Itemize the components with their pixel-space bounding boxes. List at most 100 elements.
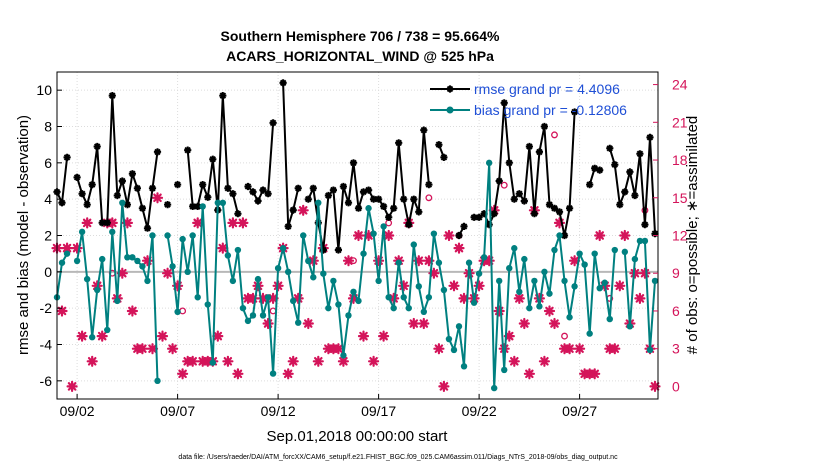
bias-point: [591, 250, 598, 257]
bias-point: [440, 286, 448, 294]
assimilated-count-marker: [96, 330, 108, 342]
bias-point: [194, 294, 201, 301]
rmse-point-core: [190, 204, 195, 209]
bias-point: [335, 301, 342, 308]
rmse-point-core: [220, 93, 225, 98]
y2-tick-label: 12: [672, 228, 688, 244]
rmse-point-core: [150, 186, 155, 191]
rmse-point-core: [100, 220, 105, 225]
bias-point: [430, 230, 438, 237]
assimilated-count-marker: [413, 255, 425, 267]
assimilated-count-marker: [162, 267, 174, 279]
bias-point: [300, 232, 307, 239]
rmse-point-core: [457, 233, 462, 238]
bias-point: [631, 255, 639, 263]
assimilated-count-marker: [151, 192, 164, 204]
bias-point: [330, 277, 337, 285]
rmse-point-core: [80, 191, 85, 196]
assimilated-count-marker: [448, 280, 460, 292]
bias-point: [445, 335, 453, 343]
rmse-point-core: [185, 148, 190, 153]
bias-point: [269, 370, 277, 377]
rmse-point-core: [311, 186, 316, 191]
x-tick-label: 09/22: [462, 403, 497, 419]
bias-point: [58, 259, 66, 266]
bias-point: [576, 250, 583, 257]
assimilated-count-marker: [116, 267, 128, 279]
x-tick-label: 09/27: [562, 403, 597, 419]
bias-point: [506, 265, 513, 272]
assimilated-count-marker: [543, 305, 556, 317]
assimilated-count-marker: [257, 292, 269, 304]
possible-count-marker: [551, 131, 558, 139]
bias-point: [611, 246, 618, 254]
assimilated-count-marker: [312, 355, 324, 367]
assimilated-count-marker: [569, 255, 581, 267]
assimilated-count-marker: [423, 255, 435, 267]
rmse-point-core: [617, 202, 622, 207]
bias-point: [425, 294, 433, 301]
rmse-point-core: [306, 197, 311, 202]
assimilated-count-marker: [443, 229, 455, 242]
assimilated-count-marker: [383, 229, 395, 242]
y-tick-label: 6: [44, 155, 52, 171]
bias-point: [129, 254, 136, 261]
bias-point: [410, 241, 417, 248]
bias-point: [284, 268, 292, 276]
rmse-point-core: [361, 189, 366, 194]
rmse-point-core: [627, 169, 632, 174]
bias-point: [526, 304, 533, 312]
y2-tick-label: 15: [672, 190, 688, 206]
rmse-point-core: [537, 149, 542, 154]
rmse-point-core: [542, 124, 547, 129]
bias-point: [204, 301, 211, 308]
y-tick-label: 4: [44, 191, 52, 207]
y2-tick-label: 0: [672, 378, 680, 394]
rmse-point-core: [562, 233, 567, 238]
assimilated-count-marker: [71, 242, 83, 254]
legend-rmse-label: rmse grand pr = 4.4096: [474, 81, 620, 97]
assimilated-count-marker: [302, 317, 314, 330]
rmse-point-core: [200, 182, 205, 187]
rmse-point-core: [522, 198, 527, 203]
legend-rmse-marker: [446, 85, 454, 93]
y-tick-label: -4: [40, 337, 53, 353]
bias-point: [435, 259, 443, 266]
bias-point: [179, 235, 186, 243]
bias-point: [450, 346, 458, 354]
assimilated-count-marker: [614, 280, 626, 292]
y2-axis-label: # of obs: o=possible; ∗=assimilated: [684, 116, 701, 355]
rmse-point-core: [125, 202, 130, 207]
bias-point: [455, 323, 463, 330]
rmse-point-core: [331, 188, 336, 193]
assimilated-count-marker: [609, 343, 621, 355]
bias-point: [581, 261, 588, 268]
series-lines: [53, 79, 659, 392]
rmse-point-core: [557, 209, 562, 214]
bias-point: [189, 232, 196, 239]
bias-point: [641, 237, 649, 245]
assimilated-count-marker: [167, 343, 179, 355]
assimilated-count-marker: [56, 305, 68, 317]
legend: rmse grand pr = 4.4096 bias grand pr = -…: [430, 81, 627, 118]
possible-count-marker: [350, 257, 357, 265]
bias-point: [536, 303, 543, 310]
bias-point: [104, 326, 111, 334]
assimilated-count-marker: [458, 292, 470, 304]
bias-point: [325, 304, 332, 312]
bias-point: [154, 377, 161, 385]
assimilated-count-marker: [297, 204, 309, 216]
assimilated-count-marker: [639, 267, 651, 279]
bias-point: [586, 330, 593, 337]
rmse-point-core: [401, 197, 406, 202]
assimilated-count-marker: [418, 317, 430, 330]
bias-point: [420, 308, 428, 315]
bias-point: [119, 199, 126, 206]
bias-point: [249, 312, 257, 319]
assimilated-count-marker: [398, 280, 410, 292]
assimilated-count-marker: [548, 317, 561, 330]
rmse-point-core: [517, 191, 522, 196]
rmse-point-core: [632, 193, 637, 198]
bias-point: [385, 294, 392, 301]
rmse-point-core: [175, 182, 180, 187]
